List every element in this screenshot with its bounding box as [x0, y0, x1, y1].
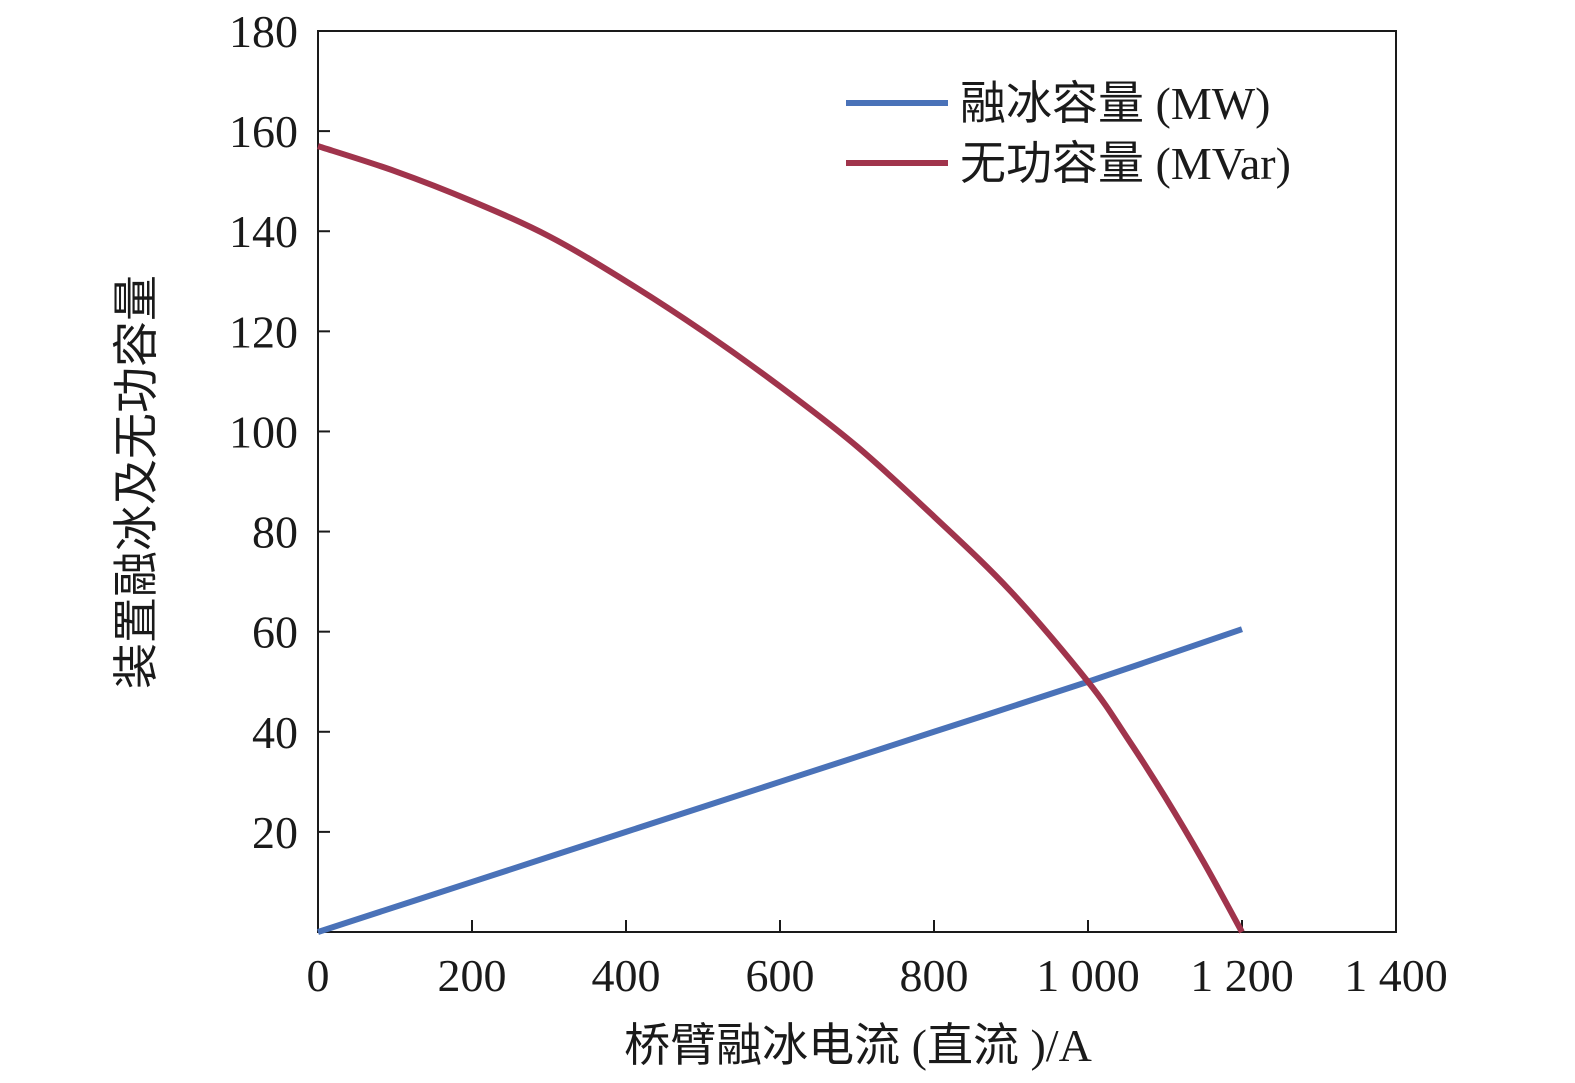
legend-label-2: 无功容量 (MVar) — [960, 138, 1291, 189]
series-lines — [317, 143, 1245, 935]
series-line-2 — [317, 143, 1245, 934]
legend: 融冰容量 (MW) 无功容量 (MVar) — [846, 78, 1291, 189]
x-tick-label: 600 — [746, 950, 815, 1001]
y-tick-label: 140 — [229, 206, 298, 257]
series-line-1 — [317, 626, 1243, 935]
x-tick-label: 1 400 — [1344, 950, 1448, 1001]
plot-area-border — [317, 30, 1397, 933]
y-tick-label: 80 — [252, 507, 298, 558]
y-tick-label: 100 — [229, 406, 298, 457]
x-tick-label: 200 — [438, 950, 507, 1001]
x-axis-title: 桥臂融冰电流 (直流 )/A — [624, 1020, 1092, 1071]
x-tick-label: 800 — [900, 950, 969, 1001]
y-tick-label: 160 — [229, 106, 298, 157]
x-tick-label: 0 — [307, 950, 330, 1001]
x-tick-label: 1 000 — [1036, 950, 1140, 1001]
y-tick-label: 60 — [252, 607, 298, 658]
y-tick-label: 40 — [252, 707, 298, 758]
x-axis-ticks: 0 200 400 600 800 1 000 1 200 1 400 — [307, 920, 1448, 1001]
y-tick-label: 20 — [252, 807, 298, 858]
legend-label-1: 融冰容量 (MW) — [960, 78, 1270, 129]
y-axis-title: 装置融冰及无功容量 — [111, 275, 162, 689]
y-axis-ticks: 20 40 60 80 100 120 140 160 180 — [229, 6, 330, 858]
x-tick-label: 1 200 — [1190, 950, 1294, 1001]
y-tick-label: 120 — [229, 306, 298, 357]
x-tick-label: 400 — [592, 950, 661, 1001]
y-tick-label: 180 — [229, 6, 298, 57]
plot-frame — [317, 30, 1397, 933]
